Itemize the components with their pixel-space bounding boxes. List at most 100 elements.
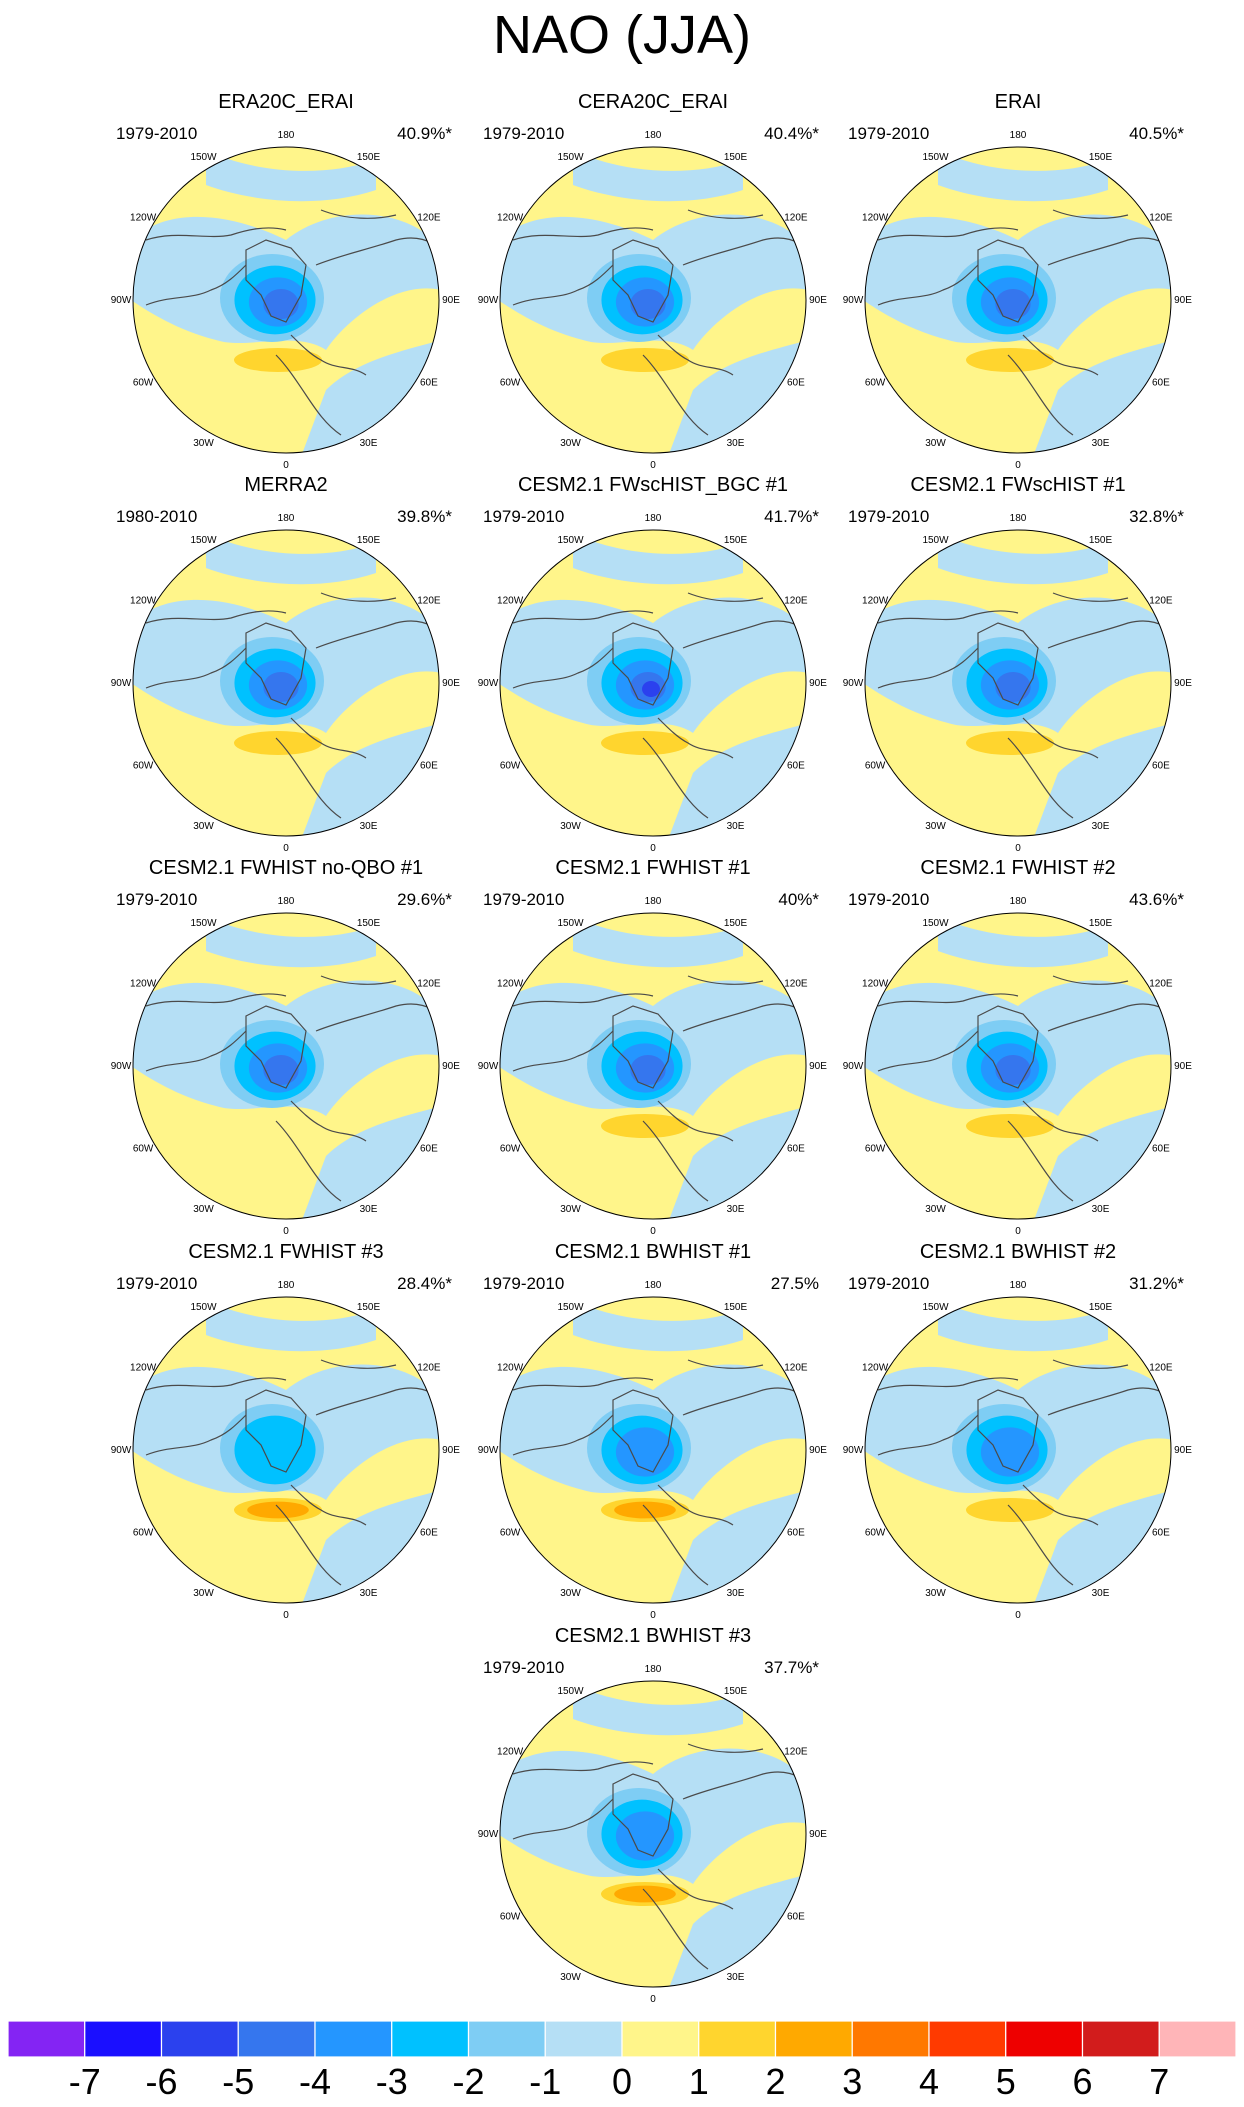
- coastline: [245, 622, 307, 706]
- longitude-tick-label: 120W: [497, 1747, 524, 1758]
- coastline: [612, 1389, 674, 1473]
- longitude-tick-label: 90E: [442, 1445, 460, 1456]
- coastline: [877, 227, 1019, 241]
- negative-anomaly-contour: [995, 1055, 1031, 1085]
- longitude-tick-label: 120E: [784, 1363, 808, 1374]
- polar-map: 180 150E 120E 90E 60E 30E 0 30W 60W 90W 120W 150W: [111, 130, 461, 471]
- coastline: [687, 975, 764, 985]
- positive-anomaly-contour: [614, 1501, 676, 1519]
- negative-anomaly-contour: [615, 1427, 675, 1477]
- longitude-tick-label: 150W: [922, 152, 949, 163]
- longitude-tick-label: 30E: [727, 821, 745, 832]
- map-boundary: [499, 146, 807, 454]
- panel-period: 1979-2010: [116, 124, 198, 143]
- longitude-tick-label: 30W: [925, 821, 946, 832]
- longitude-tick-label: 150E: [1089, 1302, 1113, 1313]
- longitude-tick-label: 30W: [925, 1588, 946, 1599]
- longitude-tick-label: 90E: [442, 678, 460, 689]
- negative-anomaly-contour: [980, 1427, 1040, 1477]
- longitude-tick-label: 60E: [420, 1144, 438, 1155]
- coastline: [687, 1743, 764, 1753]
- colorbar-tick-label: -4: [298, 2061, 331, 2102]
- longitude-tick-label: 150E: [357, 152, 381, 163]
- coastline: [275, 1120, 342, 1202]
- longitude-tick-label: 90W: [111, 295, 132, 306]
- map-field: [133, 1297, 439, 1603]
- longitude-tick-label: 30W: [560, 1588, 581, 1599]
- longitude-tick-label: 150W: [190, 535, 217, 546]
- map-panel: CESM2.1 FWscHIST #1 1979-2010 32.8%* 180 150…: [828, 473, 1208, 854]
- longitude-tick-label: 60W: [865, 378, 886, 389]
- field-negative-region: [573, 1300, 743, 1352]
- coastline: [1052, 209, 1129, 219]
- coastline: [1022, 1100, 1099, 1142]
- longitude-tick-label: 150E: [724, 1302, 748, 1313]
- longitude-tick-label: 60W: [500, 761, 521, 772]
- map-boundary: [864, 1296, 1172, 1604]
- coastline: [612, 1773, 674, 1857]
- longitude-tick-label: 60W: [865, 761, 886, 772]
- polar-map: 180 150E 120E 90E 60E 30E 0 30W 60W 90W 120W 150W: [111, 1280, 461, 1621]
- longitude-tick-label: 120W: [130, 213, 157, 224]
- panel-period: 1979-2010: [116, 1274, 198, 1293]
- coastline: [1007, 354, 1074, 436]
- longitude-tick-label: 180: [278, 513, 295, 524]
- coastline: [657, 717, 734, 759]
- longitude-tick-label: 90W: [478, 295, 499, 306]
- longitude-tick-label: 150E: [724, 535, 748, 546]
- panel-explained-variance: 40.4%*: [764, 124, 819, 143]
- longitude-tick-label: 60W: [133, 1528, 154, 1539]
- longitude-tick-label: 60E: [420, 378, 438, 389]
- coastline: [145, 993, 287, 1007]
- field-negative-region: [206, 533, 376, 585]
- longitude-tick-label: 30E: [1092, 821, 1110, 832]
- longitude-tick-label: 60W: [865, 1144, 886, 1155]
- coastline: [290, 1484, 367, 1526]
- map-field: [500, 530, 806, 836]
- panel-period: 1979-2010: [483, 124, 565, 143]
- colorbar-swatch: [467, 2021, 546, 2057]
- colorbar-swatch: [160, 2021, 239, 2057]
- coastline: [877, 1414, 979, 1456]
- negative-anomaly-contour: [630, 289, 666, 319]
- longitude-tick-label: 150W: [922, 535, 949, 546]
- panel-period: 1980-2010: [116, 507, 198, 526]
- panel-title: CESM2.1 FWscHIST #1: [910, 474, 1126, 496]
- longitude-tick-label: 60E: [1152, 1144, 1170, 1155]
- panel-explained-variance: 29.6%*: [397, 890, 452, 909]
- panel-period: 1979-2010: [483, 1658, 565, 1677]
- longitude-tick-label: 180: [1010, 130, 1027, 141]
- panel-explained-variance: 37.7%*: [764, 1658, 819, 1677]
- colorbar-tick-label: -7: [68, 2061, 101, 2102]
- colorbar: [8, 2021, 1236, 2057]
- map-boundary: [864, 529, 1172, 837]
- longitude-tick-label: 30E: [727, 1972, 745, 1983]
- longitude-tick-label: 30E: [360, 821, 378, 832]
- map-panel: CESM2.1 BWHIST #2 1979-2010 31.2%* 180 150E 1…: [828, 1240, 1208, 1621]
- longitude-tick-label: 180: [645, 896, 662, 907]
- positive-anomaly-contour: [614, 1885, 676, 1903]
- longitude-tick-label: 180: [1010, 513, 1027, 524]
- longitude-tick-label: 0: [650, 1226, 656, 1237]
- coastline: [1022, 1484, 1099, 1526]
- coastline: [145, 264, 247, 306]
- colorbar-swatch: [774, 2021, 853, 2057]
- longitude-tick-label: 90E: [1174, 1061, 1192, 1072]
- panel-explained-variance: 27.5%: [770, 1274, 819, 1293]
- negative-anomaly-contour: [642, 681, 660, 697]
- map-boundary: [132, 529, 440, 837]
- colorbar-tick-label: 7: [1149, 2061, 1170, 2102]
- longitude-tick-label: 150W: [922, 918, 949, 929]
- longitude-tick-label: 90W: [111, 1061, 132, 1072]
- coastline: [512, 1761, 654, 1775]
- longitude-tick-label: 30E: [360, 1204, 378, 1215]
- colorbar-swatch: [1158, 2021, 1236, 2057]
- positive-anomaly-contour: [966, 1498, 1054, 1522]
- longitude-tick-label: 30E: [360, 1588, 378, 1599]
- colorbar-tick-label: 4: [918, 2061, 940, 2102]
- panel-title: CESM2.1 BWHIST #2: [919, 1241, 1117, 1263]
- colorbar-swatch: [698, 2021, 777, 2057]
- panel-period: 1979-2010: [483, 507, 565, 526]
- longitude-tick-label: 90W: [111, 678, 132, 689]
- longitude-tick-label: 180: [278, 130, 295, 141]
